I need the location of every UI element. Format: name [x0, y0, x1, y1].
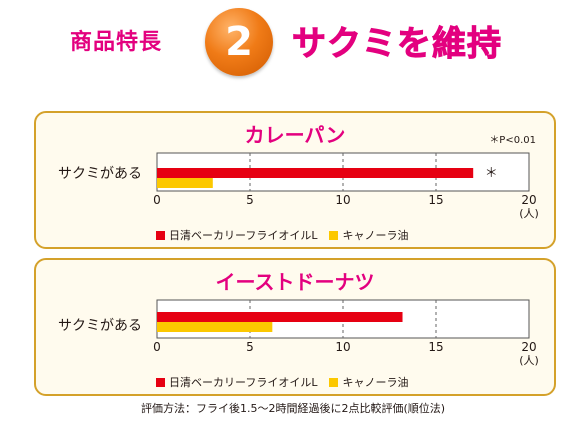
x-tick-label: 10 [335, 193, 350, 207]
bar-canola [157, 322, 273, 332]
bar-canola [157, 178, 213, 188]
category-label: サクミがある [58, 166, 142, 182]
legend: 日清ベーカリーフライオイルL キャノーラ油 [156, 227, 408, 243]
bar-plot: 0 5 10 15 20(人) [153, 299, 539, 367]
significance-mark: ＊ [485, 166, 498, 181]
category-label: サクミがある [58, 318, 142, 334]
legend-label-nisshin: 日清ベーカリーフライオイルL [169, 376, 318, 389]
chart-panel-yeast-donut: イーストドーナツ サクミがある 0 5 10 15 20 (人) 日清ベーカリーフライオイ… [34, 258, 556, 396]
x-tick-label: 0 [153, 340, 161, 354]
legend-label-canola: キャノーラ油 [342, 376, 409, 389]
legend-swatch-nisshin [156, 230, 165, 240]
chart-title: イーストドーナツ [215, 270, 375, 294]
header: 商品特長 2 サクミを維持 [0, 0, 586, 95]
legend-label-canola: キャノーラ油 [342, 229, 409, 242]
footnote: 評価方法：フライ後1.5～2時間経過後に2点比較評価(順位法) [140, 402, 446, 415]
bar-plot: 0 5 10 15 20(人) ＊ [153, 152, 539, 220]
x-tick-label: 5 [246, 340, 254, 354]
unit-label: (人) [519, 207, 539, 220]
legend: 日清ベーカリーフライオイルL キャノーラ油 [156, 374, 408, 390]
feature-label: 商品特長 [70, 30, 163, 55]
legend-label-nisshin: 日清ベーカリーフライオイルL [169, 229, 318, 242]
x-tick-label: 0 [153, 193, 161, 207]
feature-number: 2 [225, 19, 253, 65]
x-tick-label: 20 [521, 193, 536, 207]
x-tick-label: 10 [335, 340, 350, 354]
number-badge: 2 [205, 8, 273, 76]
chart-title: カレーパン [244, 123, 346, 147]
x-tick-label: 15 [428, 340, 443, 354]
legend-swatch-canola [329, 377, 339, 387]
legend-swatch-nisshin [156, 377, 165, 387]
x-tick-label: 5 [246, 193, 254, 207]
chart-panel-curry-bread: カレーパン ＊P<0.01 サクミがある 0 5 10 15 20 (人) ＊ 日清ベーカリ… [34, 111, 556, 249]
x-tick-label: 15 [428, 193, 443, 207]
x-tick-label: 20 [521, 340, 536, 354]
headline: サクミを維持 [292, 24, 502, 65]
significance-note: ＊P<0.01 [489, 135, 536, 146]
legend-swatch-canola [329, 230, 339, 240]
unit-label: (人) [519, 354, 539, 367]
bar-nisshin [157, 168, 474, 178]
bar-nisshin [157, 312, 403, 322]
